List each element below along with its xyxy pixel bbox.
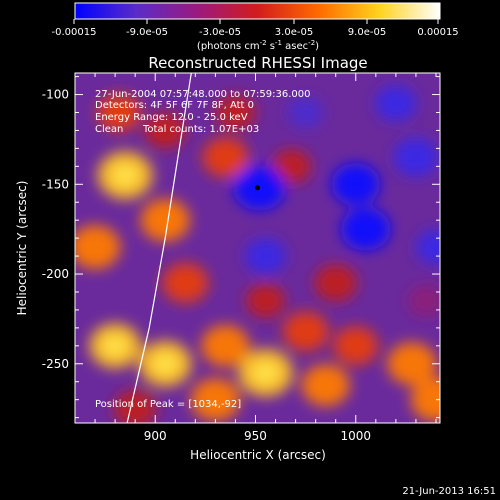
footer-date: 21-Jun-2013 16:51 bbox=[402, 486, 496, 497]
heatmap-hot-core bbox=[111, 164, 139, 187]
heatmap-hot-blob bbox=[144, 112, 186, 149]
heatmap-hot-blob bbox=[387, 342, 437, 386]
annotation-time-range: 27-Jun-2004 07:57:48.000 to 07:59:36.000 bbox=[95, 89, 311, 100]
heatmap-cold-blob bbox=[244, 238, 287, 275]
colorbar-tick-label: 0.00015 bbox=[417, 27, 458, 38]
heatmap-hot-blob bbox=[75, 225, 121, 270]
heatmap-cold-blob bbox=[341, 207, 391, 251]
solar-limb-line bbox=[126, 73, 192, 423]
units-exponent: -2 bbox=[260, 39, 267, 47]
heatmap-hot-blob bbox=[333, 326, 379, 366]
heatmap-hot-blob bbox=[301, 364, 350, 407]
y-tick-label: -100 bbox=[42, 88, 69, 102]
heatmap-hot-blob bbox=[201, 324, 250, 367]
x-tick-labels: 900 950 1000 bbox=[144, 429, 371, 443]
heatmap-hot-blob bbox=[215, 94, 256, 130]
x-tick-label: 1000 bbox=[340, 429, 371, 443]
peak-marker bbox=[255, 185, 260, 191]
heatmap-blobs bbox=[75, 85, 440, 423]
plot-frame bbox=[74, 72, 441, 424]
annotation-peak-position: Position of Peak = [1034,-92] bbox=[95, 399, 241, 410]
annotation-counts: Total counts: 1.07E+03 bbox=[142, 124, 259, 135]
units-exponent: -2 bbox=[308, 39, 315, 47]
heatmap-hot-core bbox=[102, 335, 128, 356]
y-tick-label: -200 bbox=[42, 267, 69, 281]
colorbar-units: (photons cm-2 s-1 asec-2) bbox=[197, 39, 319, 52]
heatmap-hot-blob bbox=[113, 390, 157, 423]
colorbar-tick-labels: -0.00015 -9.0e-05 -3.0e-05 3.0e-05 9.0e-… bbox=[52, 27, 459, 38]
heatmap-hot-blob bbox=[162, 263, 209, 303]
colorbar-tick-label: -0.00015 bbox=[52, 27, 97, 38]
x-tick-label: 950 bbox=[244, 429, 267, 443]
heatmap-cold-blob bbox=[375, 85, 417, 122]
heatmap-layer bbox=[75, 73, 440, 423]
heatmap-hot-blob bbox=[272, 149, 312, 184]
heatmap-hot-core bbox=[152, 353, 178, 375]
heatmap-hot-blob bbox=[314, 264, 357, 302]
heatmap-hot-blob bbox=[202, 137, 249, 178]
x-tick-label: 900 bbox=[144, 429, 167, 443]
heatmap-hot-blob bbox=[282, 311, 329, 352]
heatmap-hot-blob bbox=[140, 198, 190, 242]
colorbar-ticks bbox=[73, 19, 439, 24]
y-tick-label: -250 bbox=[42, 357, 69, 371]
colorbar-tick-label: 3.0e-05 bbox=[275, 27, 313, 38]
heatmap-cold-blob bbox=[415, 229, 440, 265]
x-axis-label: Heliocentric X (arcsec) bbox=[190, 448, 326, 462]
units-part: (photons cm bbox=[197, 41, 260, 52]
annotation-detectors: Detectors: 4F 5F 6F 7F 8F, Att 0 bbox=[95, 100, 254, 111]
heatmap-hot-blob bbox=[245, 283, 286, 318]
colorbar-tick-label: 9.0e-05 bbox=[348, 27, 386, 38]
axis-ticks bbox=[75, 73, 440, 423]
colorbar-tick-label: -3.0e-05 bbox=[199, 27, 241, 38]
units-part: asec bbox=[282, 41, 308, 52]
heatmap-cold-blob bbox=[287, 96, 324, 128]
y-tick-label: -150 bbox=[42, 177, 69, 191]
annotation-method: Clean bbox=[95, 124, 123, 135]
colorbar-tick-label: -9.0e-05 bbox=[126, 27, 168, 38]
chart-title: Reconstructed RHESSI Image bbox=[148, 54, 367, 72]
heatmap-hot-core bbox=[252, 361, 279, 384]
annotation-block: 27-Jun-2004 07:57:48.000 to 07:59:36.000… bbox=[95, 89, 311, 410]
units-part: ) bbox=[315, 41, 319, 52]
colorbar bbox=[75, 3, 440, 19]
heatmap-cold-blob bbox=[331, 163, 380, 206]
y-tick-labels: -100 -150 -200 -250 bbox=[42, 88, 69, 371]
heatmap-hot-blob bbox=[190, 378, 241, 422]
heatmap-cold-blob bbox=[393, 137, 439, 177]
heatmap-hot-blob bbox=[410, 377, 440, 422]
heatmap-hot-blob bbox=[97, 93, 141, 132]
units-part: s bbox=[267, 41, 275, 52]
heatmap-hot-blob bbox=[407, 284, 440, 317]
colorbar-frame bbox=[74, 2, 441, 20]
units-exponent: -1 bbox=[275, 39, 282, 47]
y-axis-label: Heliocentric Y (arcsec) bbox=[15, 181, 29, 316]
annotation-energy-range: Energy Range: 12.0 - 25.0 keV bbox=[95, 112, 248, 123]
